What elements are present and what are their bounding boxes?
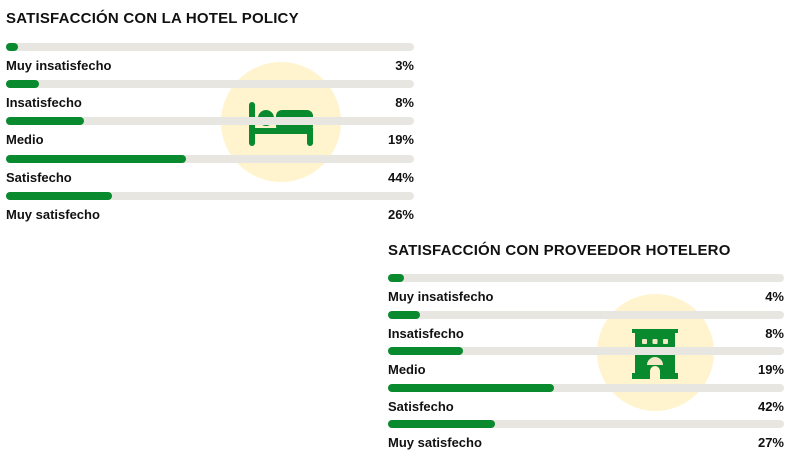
category-label: Muy satisfecho [388, 435, 482, 451]
category-label: Satisfecho [388, 398, 454, 414]
bar [6, 80, 39, 89]
chart-title: SATISFACCIÓN CON LA HOTEL POLICY [6, 10, 299, 27]
value-label: 44% [387, 169, 414, 185]
value-label: 3% [395, 58, 414, 73]
bar [388, 383, 555, 392]
bar-track [6, 43, 414, 51]
bar [388, 310, 420, 319]
category-label: Muy insatisfecho [6, 58, 112, 73]
bar-track [388, 420, 784, 429]
bar-track [6, 117, 414, 126]
bar [6, 154, 186, 163]
value-label: 27% [757, 435, 784, 451]
value-label: 8% [765, 325, 784, 341]
bar [6, 43, 19, 51]
value-label: 26% [387, 206, 414, 222]
value-label: 8% [395, 95, 414, 111]
bar-track [388, 383, 784, 392]
value-label: 4% [765, 289, 784, 304]
bar [388, 347, 464, 356]
chart-hotel-policy: SATISFACCIÓN CON LA HOTEL POLICY Muy ins… [6, 8, 414, 228]
category-label: Satisfecho [6, 169, 72, 185]
category-label: Muy insatisfecho [388, 289, 494, 304]
value-label: 42% [757, 398, 784, 414]
value-label: 19% [757, 362, 784, 378]
bar-track [6, 191, 414, 200]
category-label: Medio [388, 362, 426, 378]
bar-track [388, 347, 784, 356]
bar [6, 117, 84, 126]
bar [6, 191, 113, 200]
chart-title: SATISFACCIÓN CON PROVEEDOR HOTELERO [388, 242, 731, 259]
bar [388, 274, 404, 282]
category-label: Insatisfecho [6, 95, 82, 111]
bar [388, 420, 495, 429]
bar-track [6, 154, 414, 163]
category-label: Muy satisfecho [6, 206, 100, 222]
bar-track [6, 80, 414, 89]
value-label: 19% [387, 132, 414, 148]
chart-proveedor-hotelero: SATISFACCIÓN CON PROVEEDOR HOTELERO Muy … [388, 240, 784, 455]
category-label: Insatisfecho [388, 325, 464, 341]
bar-track [388, 310, 784, 319]
category-label: Medio [6, 132, 44, 148]
bar-track [388, 274, 784, 282]
